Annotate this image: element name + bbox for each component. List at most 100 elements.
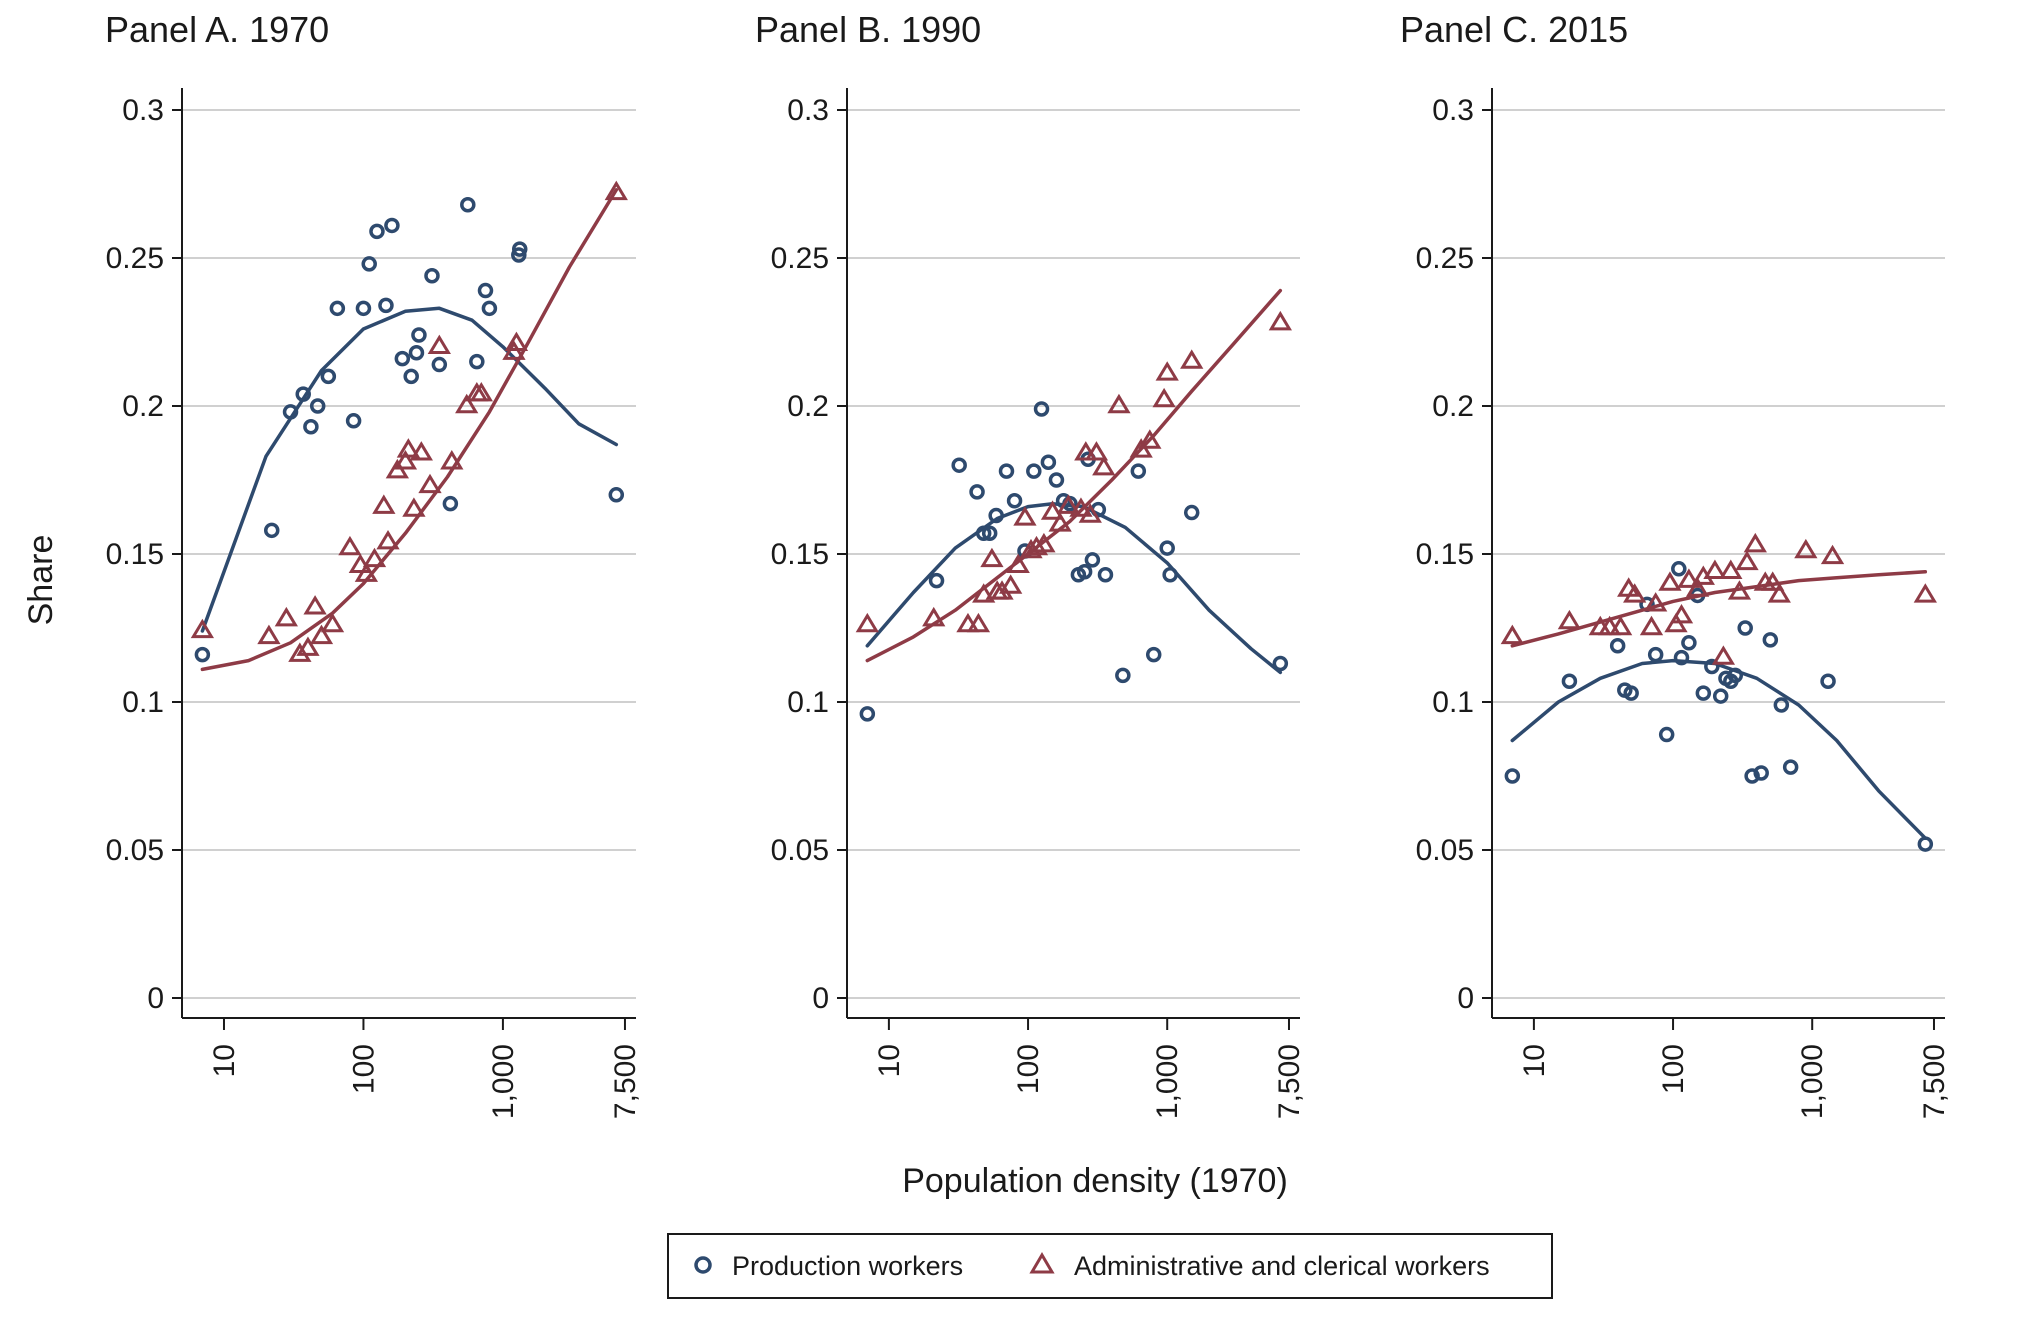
y-tick-label: 0.25 [1416,242,1474,275]
data-point [1820,673,1836,690]
data-point [1735,550,1759,571]
y-tick-label: 0.3 [1432,94,1474,127]
data-point [257,624,281,645]
y-tick-label: 0.2 [122,390,164,423]
legend-triangle-marker [1029,1252,1055,1274]
y-tick-label: 0.15 [106,538,164,571]
data-point [362,547,387,568]
data-point [1782,759,1799,775]
data-point [1056,494,1081,514]
x-tick-label: 1,000 [1796,1044,1829,1119]
series-admin [1500,532,1937,665]
data-point [320,368,337,385]
data-point [1138,429,1162,449]
data-point [1006,492,1023,509]
data-point [1671,561,1687,577]
data-point [263,522,280,539]
data-point [477,282,494,299]
legend-label-admin: Administrative and clerical workers [1074,1251,1490,1281]
data-point [1644,592,1668,612]
data-point [431,356,448,373]
data-point [1040,500,1065,520]
data-point [1695,685,1712,701]
data-point [1107,393,1131,414]
data-point [303,595,327,615]
data-point [1681,635,1697,651]
data-point [403,368,419,385]
data-point [1032,532,1056,553]
data-point [998,463,1015,479]
data-point [440,450,464,470]
data-point [303,418,319,435]
data-point [1159,540,1175,556]
legend: Production workers Administrative and cl… [667,1233,1553,1299]
data-point [1658,726,1675,743]
y-tick-label: 0.2 [1432,390,1474,423]
data-point [384,217,400,234]
data-point [194,646,211,663]
data-point [411,327,427,343]
data-point [369,223,385,240]
legend-box [667,1233,1553,1299]
data-point [1097,566,1114,583]
data-point [969,484,985,500]
data-point [338,535,362,556]
data-point [309,398,326,414]
panel-title: Panel C. 2015 [1400,9,1628,50]
data-point [1743,532,1767,553]
panel-2: Panel B. 1990 0 0.05 0.1 0.15 0.2 0.25 0.3 10 100… [755,9,1306,1119]
data-point [355,300,372,317]
data-point [1753,765,1769,781]
x-tick-label: 1,000 [487,1044,520,1119]
data-point [855,612,879,633]
x-tick-label: 100 [1012,1044,1045,1094]
data-point [1272,655,1289,672]
data-point [1183,504,1200,521]
data-point [1917,836,1934,852]
fit-line [1510,570,1928,648]
data-point [402,497,426,517]
y-tick-label: 0.2 [787,390,829,423]
data-point [928,572,945,589]
x-tick-label: 7,500 [1273,1044,1306,1119]
data-point [481,300,498,317]
data-point [1084,441,1109,461]
data-point [990,580,1014,600]
data-point [1033,401,1050,417]
data-point [282,404,299,420]
data-point [1704,658,1720,675]
data-point [972,583,996,603]
legend-circle-marker [694,1256,712,1274]
data-point [1647,646,1664,663]
y-tick-label: 0.05 [771,834,829,867]
data-point [1762,632,1779,648]
data-point [408,344,425,361]
data-point [1658,571,1682,591]
data-point [966,612,991,633]
data-point [1597,615,1622,636]
data-point [1026,463,1042,479]
x-tick-label: 100 [347,1044,380,1094]
data-point [442,495,459,512]
data-point [951,457,967,473]
data-point [1669,603,1694,624]
data-point [1180,349,1204,369]
data-point [354,562,379,582]
panel-1: Panel A. 1970 0 0.05 0.1 0.15 0.2 0.25 0.3 10 100… [105,9,642,1119]
series-admin [855,288,1292,663]
data-point [988,507,1004,524]
data-point [190,618,215,639]
data-point [345,413,362,429]
data-point [1155,361,1179,381]
data-point [1069,497,1093,517]
x-tick-label: 10 [873,1044,906,1077]
legend-label-production: Production workers [732,1251,963,1281]
data-point [1040,454,1057,470]
data-point [469,381,493,402]
data-point [418,473,442,494]
data-point [980,547,1004,568]
data-point [1609,638,1626,654]
x-tick-label: 7,500 [609,1044,642,1119]
data-point [1076,564,1093,580]
